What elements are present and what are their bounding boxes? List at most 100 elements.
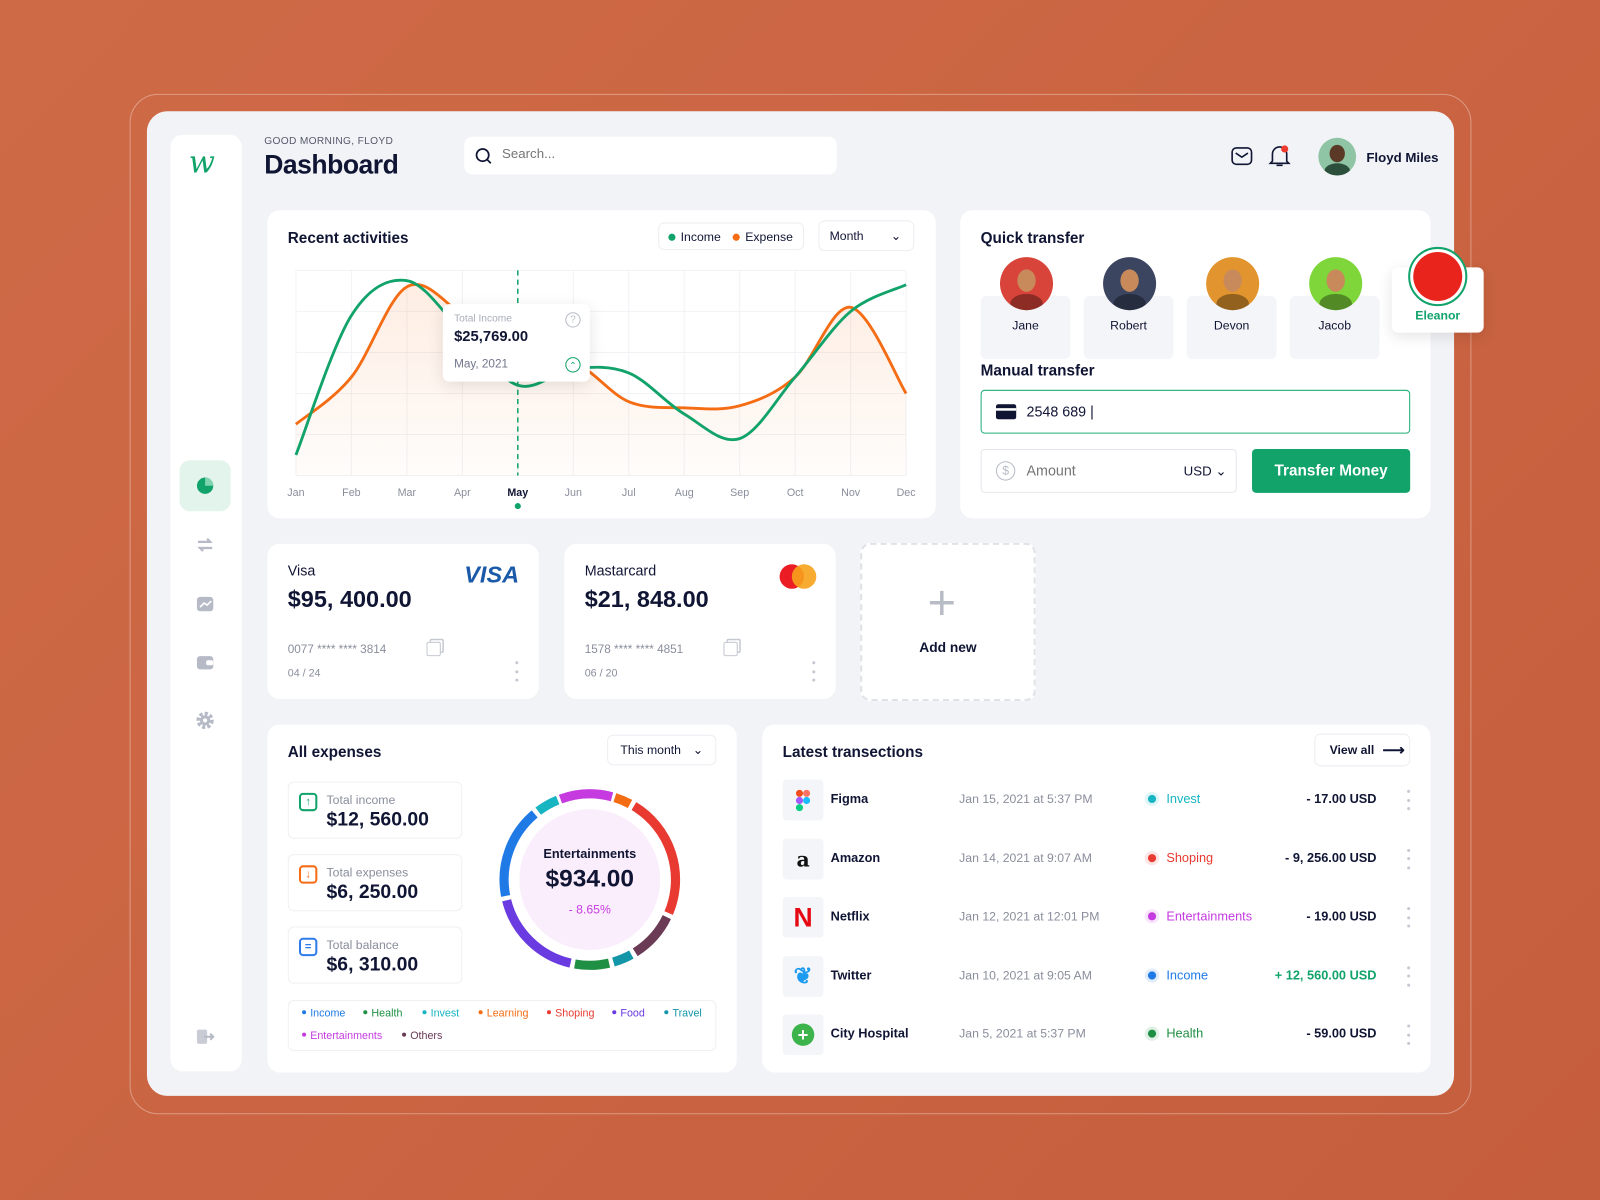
logout-button[interactable] (180, 1011, 231, 1062)
income-line[interactable] (294, 278, 907, 456)
transaction-category: Health (1144, 1026, 1203, 1041)
stat-label: Total income (326, 792, 396, 808)
user-avatar[interactable] (1318, 137, 1357, 176)
transaction-category: Entertainments (1144, 909, 1252, 924)
sidebar-item-wallet[interactable] (180, 637, 231, 688)
more-options-icon[interactable] (1407, 848, 1411, 869)
transaction-row[interactable]: Figma Jan 15, 2021 at 5:37 PM Invest - 1… (782, 779, 1416, 821)
legend-shoping[interactable]: Shoping (546, 1007, 594, 1019)
x-tick-label: Sep (730, 487, 749, 499)
expenses-period-dropdown[interactable]: This month ⌄ (607, 734, 717, 766)
donut-segment-learning[interactable] (613, 793, 633, 809)
more-options-icon[interactable] (1407, 1024, 1411, 1045)
help-icon[interactable]: ? (565, 312, 581, 328)
recent-activities-title: Recent activities (287, 229, 409, 247)
donut-segment-entertainments[interactable] (558, 789, 614, 804)
legend-others[interactable]: Others (402, 1030, 442, 1042)
legend-learning[interactable]: Learning (478, 1007, 528, 1019)
copy-icon[interactable] (426, 641, 441, 657)
legend-income[interactable]: Income (668, 229, 721, 243)
contact-avatar[interactable] (999, 257, 1054, 311)
x-tick-label: Jan (287, 487, 304, 499)
search-bar[interactable] (464, 136, 837, 175)
notification-bell-icon[interactable] (1268, 144, 1291, 168)
legend-income[interactable]: Income (302, 1007, 345, 1019)
contact-avatar[interactable] (1408, 246, 1468, 307)
user-name[interactable]: Floyd Miles (1366, 149, 1439, 166)
bank-card[interactable]: Visa VISA $95, 400.00 0077 **** **** 3814… (267, 543, 539, 699)
contact-avatar[interactable] (1206, 257, 1260, 311)
sidebar-item-analytics[interactable] (180, 579, 231, 630)
contact-jane[interactable]: Jane (980, 295, 1071, 360)
mail-icon[interactable] (1231, 146, 1253, 166)
x-tick-label: May (507, 487, 528, 499)
analytics-icon (196, 596, 214, 612)
copy-icon[interactable] (723, 641, 738, 657)
sidebar-item-dashboard[interactable] (179, 460, 231, 512)
more-options-icon[interactable] (515, 661, 519, 682)
amount-input[interactable]: $ USD ⌄ (980, 448, 1237, 493)
more-options-icon[interactable] (1407, 907, 1411, 928)
donut-segment-food[interactable] (502, 899, 572, 968)
more-options-icon[interactable] (1407, 965, 1411, 987)
contact-avatar[interactable] (1103, 257, 1157, 311)
transaction-name: Netflix (830, 909, 870, 924)
amount-field[interactable] (1026, 462, 1160, 479)
transaction-date: Jan 15, 2021 at 5:37 PM (959, 791, 1093, 807)
chevron-up-icon[interactable]: ⌃ (565, 357, 581, 373)
view-all-button[interactable]: View all ⟶ (1314, 733, 1411, 767)
contact-name: Devon (1213, 318, 1250, 333)
transaction-amount: - 17.00 USD (1306, 791, 1377, 807)
transfer-icon (197, 537, 213, 552)
x-tick-label: Jun (565, 487, 582, 499)
amazon-logo-icon: a (782, 838, 824, 880)
transaction-row[interactable]: + City Hospital Jan 5, 2021 at 5:37 PM H… (782, 1014, 1416, 1056)
chevron-down-icon: ⌄ (1215, 463, 1227, 479)
search-input[interactable] (502, 145, 809, 162)
donut-segment-others[interactable] (632, 915, 671, 957)
stat-value: $6, 310.00 (326, 954, 419, 976)
expense-legend (287, 999, 717, 1052)
transaction-row[interactable]: ❦ Twitter Jan 10, 2021 at 9:05 AM Income… (782, 955, 1416, 997)
add-new-card-button[interactable]: + Add new (860, 542, 1036, 702)
card-balance: $95, 400.00 (287, 585, 412, 613)
sidebar-item-transfer[interactable] (180, 519, 231, 570)
card-name: Mastarcard (584, 562, 657, 579)
period-dropdown[interactable]: Month ⌄ (818, 220, 915, 252)
settings-icon (196, 711, 214, 730)
donut-segment-income[interactable] (499, 810, 538, 897)
stat-value: $6, 250.00 (326, 881, 419, 904)
bank-card[interactable]: Mastarcard $21, 848.00 1578 **** **** 48… (564, 543, 836, 699)
transaction-name: Twitter (830, 967, 872, 983)
x-tick-label: Nov (841, 487, 861, 499)
legend-health[interactable]: Health (363, 1007, 402, 1019)
x-tick-label: Oct (787, 487, 804, 499)
legend-invest[interactable]: Invest (422, 1007, 459, 1019)
more-options-icon[interactable] (1407, 789, 1411, 811)
transaction-row[interactable]: a Amazon Jan 14, 2021 at 9:07 AM Shoping… (782, 838, 1416, 880)
add-new-label: Add new (919, 639, 977, 656)
currency-select[interactable]: USD ⌄ (1183, 463, 1227, 479)
expense-line[interactable] (294, 283, 908, 426)
more-options-icon[interactable] (812, 661, 816, 682)
transaction-date: Jan 5, 2021 at 5:37 PM (959, 1026, 1086, 1041)
transaction-name: Amazon (830, 850, 881, 865)
donut-label: Entertainments (543, 846, 637, 862)
legend-travel[interactable]: Travel (664, 1007, 702, 1019)
donut-segment-invest[interactable] (535, 795, 560, 815)
donut-segment-shoping[interactable] (631, 802, 681, 915)
brand-logo[interactable]: w (188, 144, 215, 181)
transaction-row[interactable]: N Netflix Jan 12, 2021 at 12:01 PM Enter… (782, 896, 1416, 938)
legend-food[interactable]: Food (612, 1007, 645, 1019)
card-number-input[interactable]: 2548 689 | (980, 389, 1411, 434)
contact-avatar[interactable] (1309, 257, 1363, 311)
x-tick-label: Aug (675, 487, 694, 499)
legend-entertainments[interactable]: Entertainments (302, 1030, 382, 1042)
donut-segment-health[interactable] (574, 958, 611, 970)
contact-name: Jacob (1318, 318, 1352, 333)
transfer-money-button[interactable]: Transfer Money (1252, 448, 1411, 493)
sidebar-item-settings[interactable] (180, 695, 231, 746)
legend-expense[interactable]: Expense (733, 229, 793, 243)
donut-segment-travel[interactable] (612, 950, 634, 967)
chart-tooltip: Total Income $25,769.00 May, 2021 ? ⌃ (442, 304, 590, 382)
